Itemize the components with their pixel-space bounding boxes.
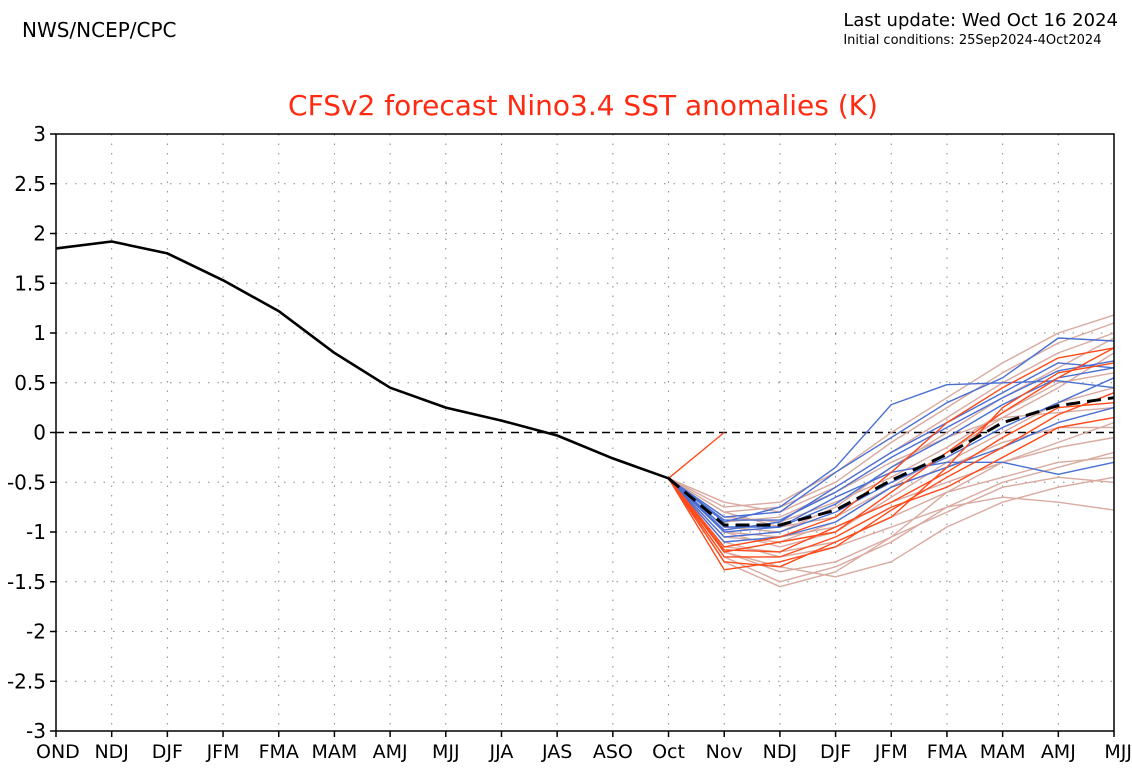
ensemble-member-line <box>667 362 1115 568</box>
x-tick-label: JFM <box>206 741 240 763</box>
x-tick-label: FMA <box>259 741 299 763</box>
y-tick-label: 3 <box>33 122 46 146</box>
ensemble-member-line <box>668 332 1115 513</box>
ensemble-member-line <box>668 431 725 479</box>
x-tick-label: Oct <box>652 741 685 763</box>
y-tick-label: -1 <box>26 520 46 544</box>
last-update-label: Last update: Wed Oct 16 2024 <box>843 10 1118 31</box>
source-label: NWS/NCEP/CPC <box>22 18 177 42</box>
ensemble-member-line <box>667 392 1115 571</box>
x-tick-label: DJF <box>820 741 851 763</box>
ensemble-member-line <box>667 451 1115 558</box>
ensemble-member-line <box>667 477 1115 583</box>
update-info: Last update: Wed Oct 16 2024 Initial con… <box>843 10 1118 48</box>
x-tick-label: MAM <box>312 741 358 763</box>
y-tick-label: 0.5 <box>14 371 46 395</box>
ensemble-mean-line <box>667 396 1115 527</box>
ensemble-member-line <box>667 347 1115 548</box>
ensemble-member-line <box>668 337 1115 518</box>
y-tick-label: 0 <box>33 421 46 445</box>
ensemble-member-line <box>668 322 1115 513</box>
x-tick-label: MAM <box>980 741 1026 763</box>
observed-line <box>55 240 669 480</box>
y-tick-label: -0.5 <box>7 470 46 494</box>
chart-title: CFSv2 forecast Nino3.4 SST anomalies (K) <box>288 89 878 122</box>
x-tick-label: OND <box>36 741 80 763</box>
x-tick-label: FMA <box>927 741 967 763</box>
y-tick-label: -2.5 <box>7 669 46 693</box>
x-tick-label: DJF <box>152 741 183 763</box>
ensemble-member-line <box>668 362 1115 531</box>
x-axis-ticks: OND NDJ DJF JFM FMA MAM AMJ MJJ JJA JAS ASO Oct Nov N… <box>36 731 1132 763</box>
initial-conditions-label: Initial conditions: 25Sep2024-4Oct2024 <box>843 33 1102 48</box>
ensemble-member-line <box>668 387 1115 548</box>
y-axis-ticks: 3 2.5 2 1.5 1 0.5 0 -0.5 -1 -1.5 -2 -2.5 -3 <box>7 122 56 743</box>
main-lines <box>55 240 1115 527</box>
y-tick-label: 1.5 <box>14 271 46 295</box>
y-tick-label: 1 <box>33 321 46 345</box>
y-tick-label: -1.5 <box>7 570 46 594</box>
y-tick-label: -3 <box>26 719 46 743</box>
x-tick-label: JJA <box>489 741 514 763</box>
x-tick-label: ASO <box>593 741 633 763</box>
ensemble-member-line <box>667 406 1115 543</box>
ensemble-member-line <box>667 347 1115 553</box>
x-tick-label: MJJ <box>1104 741 1132 763</box>
ensemble-member-line <box>667 402 1115 553</box>
y-tick-label: -2 <box>26 620 46 644</box>
x-tick-label: NDJ <box>763 741 797 763</box>
x-tick-label: JFM <box>874 741 908 763</box>
ensemble-member-line <box>668 380 1115 523</box>
y-tick-label: 2 <box>33 222 46 246</box>
ensemble-member-line <box>668 372 1115 523</box>
x-tick-label: Nov <box>706 741 743 763</box>
x-tick-label: MJJ <box>432 741 460 763</box>
ensemble-member-line <box>667 416 1115 558</box>
ensemble-members <box>667 314 1115 588</box>
x-tick-label: NDJ <box>94 741 128 763</box>
ensemble-member-line <box>667 476 1115 573</box>
x-tick-label: JAS <box>541 741 572 763</box>
x-tick-label: AMJ <box>1041 741 1076 763</box>
y-tick-label: 2.5 <box>14 172 46 196</box>
x-tick-label: AMJ <box>373 741 408 763</box>
ensemble-member-line <box>668 360 1115 521</box>
grid-lines <box>56 134 1114 731</box>
ensemble-member-line <box>667 377 1115 538</box>
